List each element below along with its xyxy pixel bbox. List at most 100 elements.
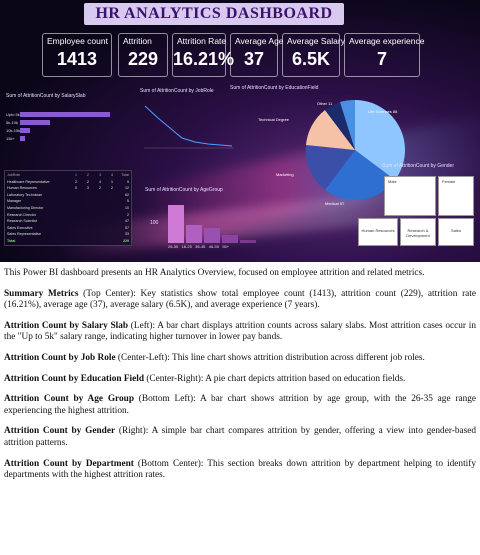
table-row: Manufacturing Director 10 [7, 206, 129, 212]
kpi-value: 37 [243, 49, 265, 69]
age-tick: 46-55 [208, 244, 219, 249]
age-bar [204, 228, 220, 243]
table-cell: 9 [127, 179, 129, 184]
gender-title: Sum of AttritionCount by Gender [382, 163, 454, 169]
dashboard-title: HR ANALYTICS DASHBOARD [84, 3, 344, 25]
table-cell: Research Director [7, 212, 36, 217]
age-tick: 55+ [222, 244, 230, 249]
kpi-label: Attrition Rate [177, 36, 227, 46]
table-cell: 3 [99, 173, 101, 177]
table-cell: Research Scientist [7, 219, 37, 224]
department-label: Sales [450, 228, 461, 233]
section-location: (Bottom Center): [133, 458, 208, 469]
table-cell: 62 [125, 192, 129, 197]
pie-label: Technical Degree [258, 117, 289, 122]
table-cell: 1 [111, 179, 113, 184]
table-cell: 2 [87, 179, 89, 184]
pie-label: Medical 57 [325, 201, 345, 206]
table-cell: Manager [7, 199, 22, 204]
pie-slice-technical [306, 110, 355, 150]
table-row: Sales Executive 57 [7, 226, 129, 232]
section-text: Key statistics show total employee count… [4, 288, 476, 311]
section-heading: Attrition Count by Salary Slab [4, 320, 129, 331]
kpi-attrition: Attrition 229 [118, 33, 168, 77]
section-text: This section breaks down attrition by de… [4, 458, 476, 481]
table-row: Laboratory Technician 62 [7, 193, 129, 199]
table-row: Healthcare Representative 2 2 4 1 9 [7, 180, 129, 186]
table-row: Manager 5 [7, 199, 129, 205]
table-cell: 5 [75, 186, 77, 191]
section-location: (Right): [115, 426, 152, 437]
slab-label: 5k-10k [6, 120, 19, 125]
department-box: Human Resources [358, 218, 398, 246]
section-text: This line chart shows attrition distribu… [172, 352, 425, 363]
kpi-label: Attrition [123, 36, 152, 46]
kpi-label: Average experience [349, 36, 425, 46]
table-row: Total 229 [7, 239, 129, 245]
table-cell: Healthcare Representative [7, 179, 50, 184]
section-location: (Top Center): [78, 288, 141, 299]
section-location: (Bottom Left): [134, 394, 200, 405]
table-cell: 2 [87, 173, 89, 177]
table-header: JobRole 1 2 3 4 Total [7, 173, 129, 179]
section-paragraph: Attrition Count by Salary Slab (Left): A… [4, 321, 476, 344]
age-axis-label: 100 [150, 220, 159, 226]
table-cell: 229 [123, 239, 129, 243]
table-cell: 10 [125, 206, 129, 210]
age-tick: 26-35 [168, 244, 179, 249]
gender-box-female: Female [438, 176, 474, 216]
section-heading: Attrition Count by Department [4, 458, 134, 469]
department-label: Human Resources [361, 228, 395, 233]
section-paragraph: Attrition Count by Department (Bottom Ce… [4, 459, 476, 482]
gender-label: Female [442, 179, 456, 184]
table-row: Sales Representative 33 [7, 232, 129, 238]
kpi-attrition-rate: Attrition Rate 16.21% [172, 33, 234, 77]
table-cell: 4 [111, 173, 113, 177]
section-text: A bar chart displays attrition counts ac… [4, 320, 476, 343]
kpi-label: Employee count [47, 36, 108, 46]
section-paragraph: Attrition Count by Job Role (Center-Left… [4, 353, 476, 365]
table-row: Human Resources 5 3 2 2 12 [7, 186, 129, 192]
table-cell: Manufacturing Director [7, 206, 44, 210]
section-heading: Attrition Count by Gender [4, 426, 116, 437]
kpi-average-salary: Average Salary 6.5K [282, 33, 345, 77]
age-bar [168, 205, 184, 243]
section-paragraph: Attrition Count by Age Group (Bottom Lef… [4, 394, 476, 417]
slab-bar [20, 128, 30, 133]
pie-label: Other 11 [317, 101, 333, 106]
education-title: Sum of AttritionCount by EducationField [230, 85, 319, 91]
slab-label: 15k+ [6, 136, 15, 141]
age-bar [222, 235, 238, 243]
dashboard-image: HR ANALYTICS DASHBOARD Employee count 14… [0, 0, 480, 262]
section-location: (Center-Right): [144, 373, 206, 384]
gender-label: Male [388, 179, 397, 184]
table-cell: 47 [125, 219, 129, 224]
section-paragraph: Attrition Count by Gender (Right): A sim… [4, 426, 476, 449]
kpi-label: Average Salary [287, 36, 345, 46]
pie-slice-medical [325, 150, 395, 200]
dashboard-title-text: HR ANALYTICS DASHBOARD [95, 5, 333, 22]
slab-label: 10k-15k [6, 128, 21, 133]
slab-bar [20, 136, 25, 141]
age-group-bar-chart [168, 205, 256, 243]
table-cell: 33 [125, 232, 129, 237]
table-cell: 4 [99, 179, 101, 184]
job-role-table: JobRole 1 2 3 4 Total Healthcare Representativ… [4, 170, 132, 246]
section-text: A pie chart depicts attrition based on e… [205, 373, 406, 384]
kpi-label: Average Age [235, 36, 284, 46]
kpi-value: 1413 [56, 49, 98, 69]
pie-label: Marketing [276, 172, 294, 177]
kpi-value: 7 [376, 49, 387, 69]
intro-paragraph: This Power BI dashboard presents an HR A… [4, 268, 425, 278]
department-box: Research & Development [400, 218, 436, 246]
pie-slice-hr [340, 99, 355, 150]
pie-label: Life Sciences 88 [368, 109, 398, 114]
age-tick: 18-25 [181, 244, 192, 249]
section-text: A simple bar chart compares attrition by… [4, 426, 477, 448]
table-cell: 3 [87, 186, 89, 191]
table-cell: 12 [125, 186, 129, 191]
section-heading: Summary Metrics [4, 288, 79, 299]
age-group-title: Sum of AttritionCount by AgeGroup [145, 187, 223, 193]
slab-bar [20, 112, 110, 117]
table-cell: JobRole [7, 173, 21, 177]
